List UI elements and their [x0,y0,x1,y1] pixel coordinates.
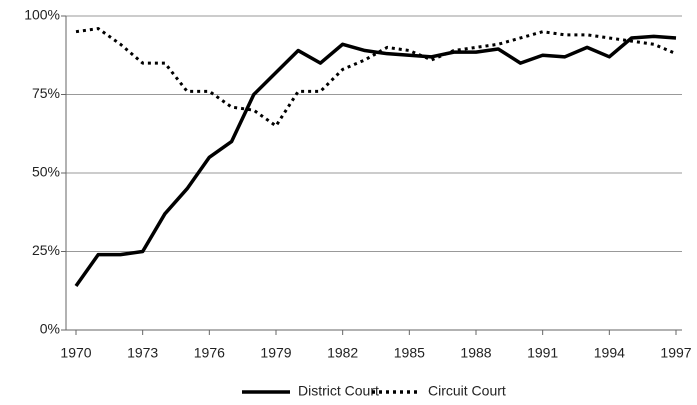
x-tick-label: 1988 [460,345,491,361]
x-tick-label: 1979 [260,345,291,361]
series-line [74,34,677,288]
y-tick-label: 25% [32,242,60,258]
y-tick-label: 100% [24,7,60,23]
x-tick-label: 1982 [327,345,358,361]
x-tick-label: 1973 [127,345,158,361]
x-tick-label: 1997 [660,345,691,361]
x-tick-label: 1994 [594,345,625,361]
x-tick-label: 1991 [527,345,558,361]
x-tick-label: 1976 [194,345,225,361]
legend-label: Circuit Court [428,383,506,399]
y-tick-label: 0% [40,321,60,337]
x-tick-label: 1985 [394,345,425,361]
legend-label: District Court [298,383,379,399]
series-line [75,27,677,128]
x-tick-label: 1970 [60,345,91,361]
y-tick-label: 50% [32,164,60,180]
y-tick-label: 75% [32,85,60,101]
